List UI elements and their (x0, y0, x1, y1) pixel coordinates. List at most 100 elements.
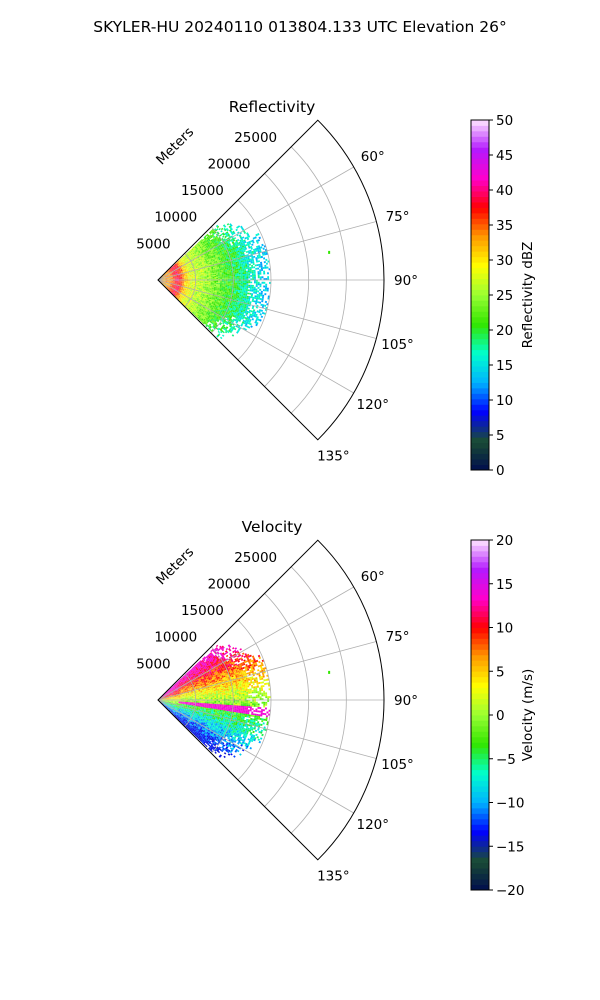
data-cell (203, 248, 206, 251)
data-cell (170, 270, 173, 272)
data-cell (245, 292, 248, 295)
data-cell (223, 272, 226, 275)
data-cell (191, 282, 194, 284)
data-cell (205, 249, 208, 251)
data-cell (224, 266, 227, 269)
data-cell (210, 242, 213, 245)
data-cell (246, 232, 249, 235)
data-cell (202, 287, 205, 289)
data-cell (235, 239, 238, 242)
data-cell (244, 261, 247, 264)
data-cell (247, 299, 251, 302)
data-cell (212, 277, 215, 279)
data-cell (227, 277, 230, 279)
data-cell (247, 264, 250, 266)
data-cell (245, 250, 249, 253)
data-cell (267, 276, 270, 279)
data-cell (172, 266, 175, 269)
data-cell (180, 282, 183, 283)
data-cell (213, 250, 216, 253)
data-cell (249, 251, 253, 254)
data-cell (178, 261, 180, 264)
data-cell (240, 252, 243, 255)
data-cell (181, 259, 183, 261)
data-cell (221, 260, 224, 262)
data-cell (180, 280, 183, 282)
data-cell (166, 276, 169, 277)
data-cell (189, 287, 191, 289)
data-cell (194, 248, 197, 251)
data-cell (202, 255, 205, 257)
data-cell (218, 275, 221, 277)
data-cell (182, 260, 184, 263)
data-cell (246, 270, 249, 273)
data-cell (178, 270, 181, 272)
data-cell (175, 273, 178, 275)
data-cell (213, 288, 216, 291)
data-cell (213, 268, 216, 271)
data-cell (195, 275, 198, 277)
data-cell (247, 289, 250, 292)
data-cell (230, 289, 233, 291)
data-cell (188, 264, 191, 266)
data-cell (202, 241, 205, 244)
data-cell (195, 267, 198, 269)
data-cell (234, 266, 237, 268)
data-cell (178, 275, 181, 277)
data-cell (211, 256, 214, 259)
data-cell (192, 271, 195, 273)
data-cell (238, 288, 241, 291)
data-cell (195, 250, 198, 253)
data-cell (198, 271, 201, 273)
data-cell (204, 258, 207, 261)
data-cell (182, 270, 185, 272)
data-cell (179, 271, 182, 273)
colorbar-band (471, 459, 489, 465)
data-cell (169, 269, 172, 271)
data-cell (188, 269, 191, 271)
data-cell (219, 270, 222, 272)
data-cell (171, 277, 173, 279)
data-cell (189, 272, 192, 274)
data-cell (212, 274, 215, 276)
data-cell (240, 282, 243, 285)
data-cell (186, 270, 189, 272)
data-cell (175, 267, 177, 269)
data-cell (170, 270, 172, 272)
data-cell (192, 256, 195, 258)
data-cell (199, 256, 202, 258)
data-cell (190, 268, 192, 270)
data-cell (167, 269, 170, 272)
data-cell (182, 264, 184, 266)
colorbar-band (471, 120, 489, 126)
data-cell (178, 274, 180, 276)
data-cell (172, 273, 174, 275)
data-cell (253, 250, 256, 253)
data-cell (196, 264, 199, 266)
data-cell (236, 226, 239, 229)
data-cell (171, 277, 173, 279)
data-cell (226, 293, 229, 295)
data-cell (238, 271, 241, 273)
data-cell (256, 254, 259, 258)
data-cell (241, 240, 244, 243)
data-cell (162, 275, 164, 277)
data-cell (204, 237, 207, 240)
data-cell (255, 288, 258, 291)
data-cell (240, 275, 243, 278)
data-cell (238, 243, 242, 246)
data-cell (205, 244, 208, 247)
data-cell (210, 274, 213, 276)
data-cell (233, 255, 236, 257)
data-cell (241, 290, 244, 293)
data-cell (259, 278, 262, 280)
data-cell (234, 253, 237, 255)
data-cell (220, 265, 223, 267)
data-cell (218, 249, 222, 252)
data-cell (215, 259, 218, 262)
data-cell (208, 280, 211, 282)
range-tick-label: 15000 (181, 183, 224, 199)
data-cell (216, 253, 219, 255)
data-cell (221, 286, 224, 288)
data-cell (174, 278, 177, 279)
